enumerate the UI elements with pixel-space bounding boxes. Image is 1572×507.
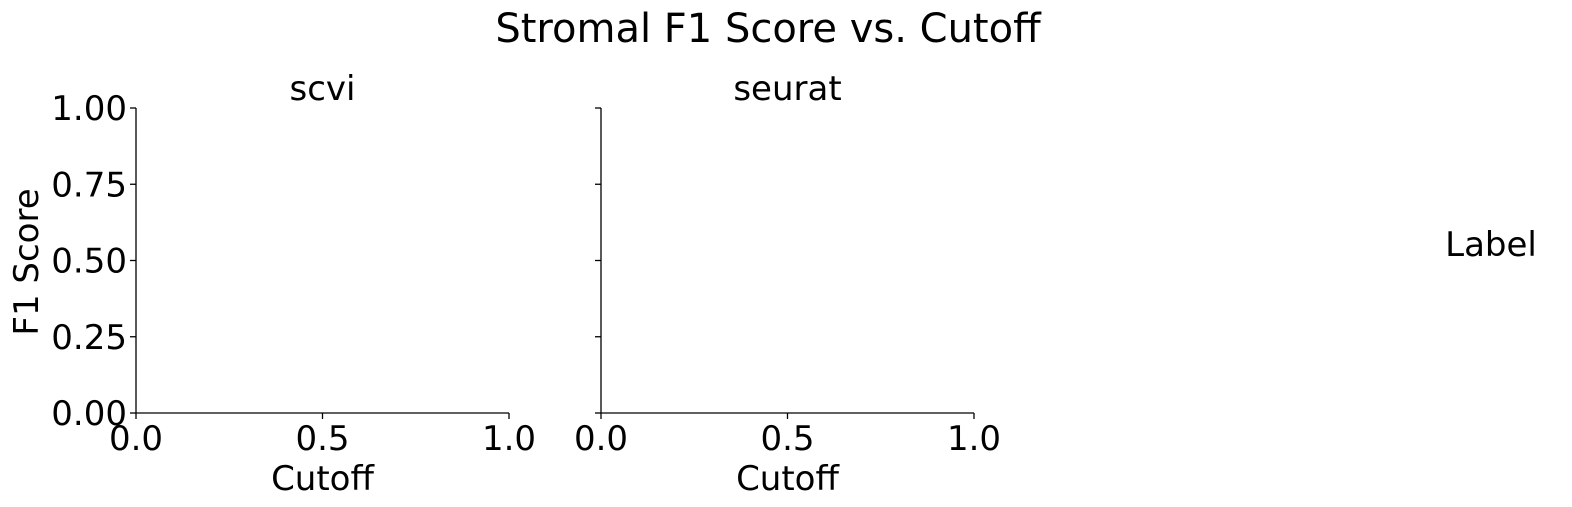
panel-title: scvi — [290, 69, 356, 109]
y-tick-label: 0.50 — [51, 242, 127, 282]
panel-seurat: seurat 0.0 0.5 1.0 Cutoff — [574, 69, 1001, 499]
x-tick-label: 0.5 — [295, 419, 349, 459]
y-tick-label: 0.25 — [51, 318, 127, 358]
x-axis-label: Cutoff — [736, 459, 840, 499]
x-tick-label: 1.0 — [482, 419, 536, 459]
x-tick-label: 1.0 — [947, 419, 1001, 459]
x-tick-label: 0.5 — [760, 419, 814, 459]
panel-title: seurat — [733, 69, 841, 109]
x-tick-label: 0.0 — [574, 419, 628, 459]
y-tick-label: 0.75 — [51, 165, 127, 205]
y-tick-label: 1.00 — [51, 89, 127, 129]
chart-title: Stromal F1 Score vs. Cutoff — [495, 6, 1042, 52]
x-axis-label: Cutoff — [271, 459, 375, 499]
y-axis-label: F1 Score — [7, 188, 47, 335]
y-tick-label: 0.00 — [51, 394, 127, 434]
x-tick-label: 0.0 — [109, 419, 163, 459]
panel-scvi: scvi 0.00 0.25 0.50 0.75 1.00 0.0 0.5 1.0 Cutoff — [51, 69, 536, 499]
legend-title: Label — [1445, 225, 1537, 265]
